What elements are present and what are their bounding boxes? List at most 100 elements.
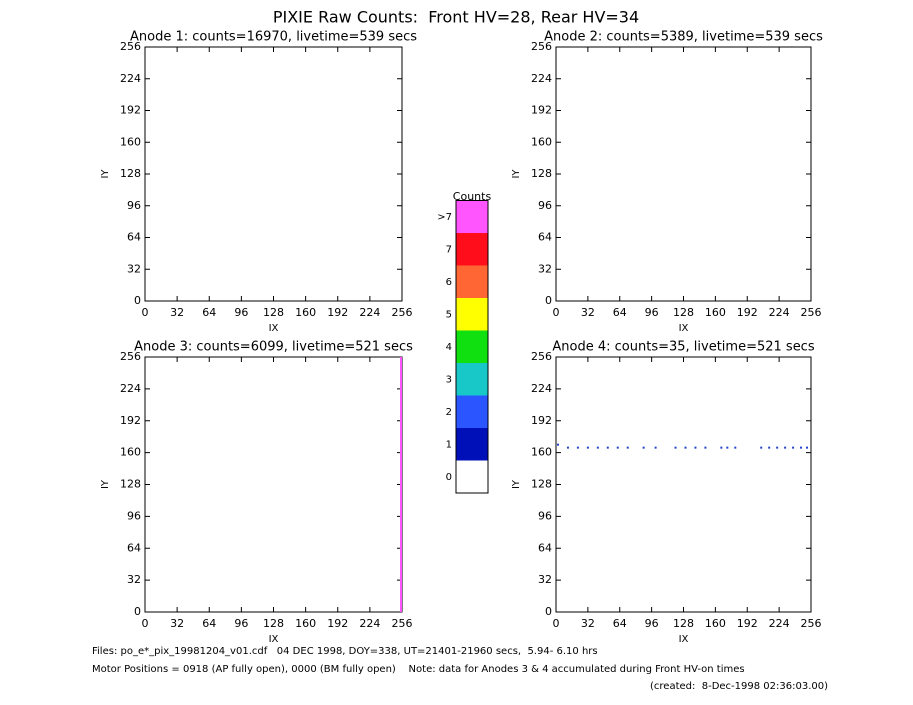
data-point — [566, 446, 569, 449]
data-point — [654, 446, 657, 449]
y-tick-label: 128 — [120, 167, 141, 180]
data-point — [694, 446, 697, 449]
y-tick-label: 256 — [531, 40, 552, 53]
data-point — [616, 446, 619, 449]
y-tick-label: 160 — [120, 446, 141, 459]
plot-frame — [555, 356, 812, 613]
x-axis-label: IX — [679, 323, 689, 334]
y-tick-label: 192 — [531, 104, 552, 117]
footer-files: Files: po_e*_pix_19981204_v01.cdf 04 DEC… — [92, 646, 598, 657]
data-point — [606, 446, 609, 449]
colorbar-title: Counts — [453, 190, 492, 203]
data-point — [586, 446, 589, 449]
y-tick-label: 224 — [120, 72, 141, 85]
x-tick-label: 32 — [581, 306, 595, 319]
colorbar-swatch — [456, 330, 488, 363]
footer-motor: Motor Positions = 0918 (AP fully open), … — [92, 664, 745, 675]
x-tick-label: 224 — [359, 306, 380, 319]
data-point — [674, 446, 677, 449]
data-point — [626, 446, 629, 449]
y-tick-label: 160 — [531, 446, 552, 459]
data-point — [768, 446, 771, 449]
y-tick-label: 64 — [127, 231, 141, 244]
data-point — [792, 446, 795, 449]
colorbar-label: 0 — [446, 472, 452, 483]
x-tick-label: 64 — [613, 617, 627, 630]
y-tick-label: 32 — [538, 573, 552, 586]
x-tick-label: 192 — [737, 306, 758, 319]
y-axis-label: IY — [511, 169, 522, 179]
colorbar-swatch — [456, 233, 488, 266]
figure-title: PIXIE Raw Counts: Front HV=28, Rear HV=3… — [273, 8, 639, 27]
x-tick-label: 64 — [202, 617, 216, 630]
x-tick-label: 32 — [170, 306, 184, 319]
y-tick-label: 256 — [120, 40, 141, 53]
x-tick-label: 256 — [392, 306, 413, 319]
data-point — [704, 446, 707, 449]
y-tick-label: 96 — [538, 199, 552, 212]
x-tick-label: 160 — [705, 306, 726, 319]
x-tick-label: 32 — [581, 617, 595, 630]
colorbar-swatch — [456, 395, 488, 428]
colorbar-label: 5 — [446, 309, 452, 320]
colorbar-swatch — [456, 428, 488, 461]
y-tick-label: 256 — [120, 350, 141, 363]
y-tick-label: 128 — [531, 167, 552, 180]
x-tick-label: 96 — [234, 617, 248, 630]
y-tick-label: 96 — [538, 509, 552, 522]
colorbar-label: 6 — [446, 277, 452, 288]
x-tick-label: 96 — [645, 306, 659, 319]
x-tick-label: 160 — [295, 617, 316, 630]
x-tick-label: 256 — [392, 617, 413, 630]
data-point — [576, 446, 579, 449]
y-tick-label: 64 — [538, 541, 552, 554]
colorbar-label: 3 — [446, 374, 452, 385]
y-tick-label: 128 — [120, 478, 141, 491]
x-tick-label: 128 — [673, 617, 694, 630]
x-tick-label: 160 — [705, 617, 726, 630]
x-tick-label: 160 — [295, 306, 316, 319]
y-tick-label: 0 — [134, 605, 141, 618]
y-tick-label: 0 — [545, 294, 552, 307]
panel-title: Anode 3: counts=6099, livetime=521 secs — [134, 340, 413, 355]
x-tick-label: 0 — [553, 306, 560, 319]
y-tick-label: 192 — [120, 414, 141, 427]
x-tick-label: 256 — [801, 306, 822, 319]
x-axis-label: IX — [269, 323, 279, 334]
data-point — [684, 446, 687, 449]
x-tick-label: 96 — [234, 306, 248, 319]
x-tick-label: 0 — [142, 306, 149, 319]
x-tick-label: 128 — [263, 617, 284, 630]
colorbar-label: 2 — [446, 407, 452, 418]
y-tick-label: 0 — [545, 605, 552, 618]
y-tick-label: 128 — [531, 478, 552, 491]
colorbar-label: 7 — [446, 244, 452, 255]
data-point — [596, 446, 599, 449]
x-tick-label: 0 — [553, 617, 560, 630]
x-axis-label: IX — [269, 634, 279, 645]
x-tick-label: 224 — [359, 617, 380, 630]
data-point — [556, 443, 559, 446]
x-axis-label: IX — [679, 634, 689, 645]
y-axis-label: IY — [100, 479, 111, 489]
panel-title: Anode 1: counts=16970, livetime=539 secs — [130, 30, 417, 45]
data-point — [720, 446, 723, 449]
y-tick-label: 256 — [531, 350, 552, 363]
y-tick-label: 32 — [538, 262, 552, 275]
data-point — [784, 446, 787, 449]
x-tick-label: 192 — [737, 617, 758, 630]
y-tick-label: 224 — [120, 382, 141, 395]
x-tick-label: 192 — [327, 617, 348, 630]
x-tick-label: 224 — [769, 617, 790, 630]
colorbar-frame — [455, 200, 489, 494]
x-tick-label: 64 — [613, 306, 627, 319]
y-tick-label: 96 — [127, 509, 141, 522]
data-point — [726, 446, 729, 449]
x-tick-label: 128 — [263, 306, 284, 319]
data-point — [806, 446, 809, 449]
y-tick-label: 96 — [127, 199, 141, 212]
y-axis-label: IY — [100, 169, 111, 179]
y-tick-label: 64 — [127, 541, 141, 554]
y-tick-label: 64 — [538, 231, 552, 244]
